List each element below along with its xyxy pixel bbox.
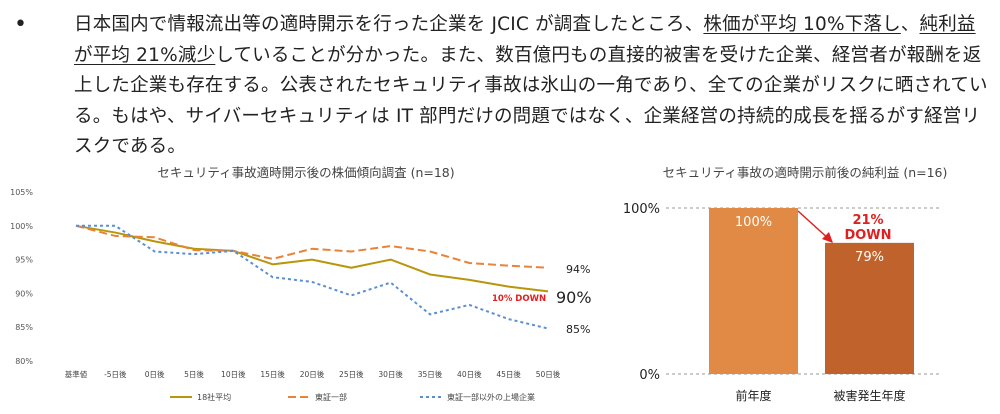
x-tick-label: 15日後 [260, 369, 285, 379]
legend-label: 東証一部以外の上場企業 [447, 392, 535, 402]
x-tick-label: 50日後 [536, 369, 561, 379]
y-tick-label: 100% [623, 202, 660, 217]
x-tick-label: 25日後 [339, 369, 364, 379]
y-tick-label: 0% [639, 368, 660, 383]
x-tick-label: 前年度 [735, 388, 771, 403]
x-tick-label: 30日後 [378, 369, 403, 379]
stock-price-line-chart: セキュリティ事故適時開示後の株価傾向調査 (n=18) 105% 100% 95% 90… [10, 165, 592, 402]
x-tick-label: 基準値 [65, 369, 88, 379]
bar-value-label: 79% [855, 250, 884, 265]
paragraph-part-1: 日本国内で情報流出等の適時開示を行った企業を JCIC が調査したところ、 [74, 14, 704, 35]
intro-paragraph: 日本国内で情報流出等の適時開示を行った企業を JCIC が調査したところ、株価が… [74, 10, 994, 163]
x-tick-label: 0日後 [145, 369, 165, 379]
down-annotation: 21% [852, 213, 883, 228]
end-label-3: 85% [566, 323, 590, 336]
down-arrow-line [797, 210, 831, 241]
legend-label: 東証一部 [315, 392, 347, 402]
x-tick-label: 被害発生年度 [833, 388, 905, 403]
highlight-profit-drop: 純利益が平均 21%減少 [74, 14, 976, 66]
x-tick-label: 10日後 [221, 369, 246, 379]
x-tick-label: 20日後 [300, 369, 325, 379]
down-annotation: DOWN [844, 228, 891, 243]
chart-title: セキュリティ事故の適時開示前後の純利益 (n=16) [663, 165, 948, 180]
down-arrow-head [822, 232, 833, 243]
x-tick-label: -5日後 [104, 369, 127, 379]
y-tick-label: 95% [15, 256, 33, 265]
bar-value-label: 100% [735, 215, 772, 230]
x-tick-label: 5日後 [184, 369, 204, 379]
bar [825, 242, 914, 374]
down-annotation: 10% DOWN [492, 294, 546, 304]
paragraph-part-3: していることが分かった。また、数百億円もの直接的被害を受けた企業、経営者が報酬を… [74, 44, 988, 158]
chart-title: セキュリティ事故適時開示後の株価傾向調査 (n=18) [157, 165, 454, 180]
series-line-3 [76, 224, 549, 330]
legend-label: 18社平均 [197, 392, 231, 402]
y-tick-label: 85% [15, 323, 33, 332]
bar [709, 208, 798, 374]
series-line-1 [75, 224, 549, 293]
highlight-stock-drop: 株価が平均 10%下落し [703, 14, 901, 35]
series-line-2 [75, 224, 549, 269]
bullet-marker: • [14, 12, 27, 37]
end-label-1: 94% [566, 263, 590, 276]
x-tick-label: 45日後 [496, 369, 521, 379]
y-tick-label: 90% [15, 289, 33, 298]
y-tick-label: 105% [10, 188, 33, 197]
y-tick-label: 80% [15, 357, 33, 366]
x-tick-label: 35日後 [418, 369, 443, 379]
end-label-2: 90% [556, 288, 592, 307]
x-tick-label: 40日後 [457, 369, 482, 379]
paragraph-part-2: 、 [900, 14, 920, 35]
y-tick-label: 100% [10, 222, 33, 231]
net-profit-bar-chart: セキュリティ事故の適時開示前後の純利益 (n=16) 100% 0% 100% 前年度 7… [623, 165, 948, 403]
